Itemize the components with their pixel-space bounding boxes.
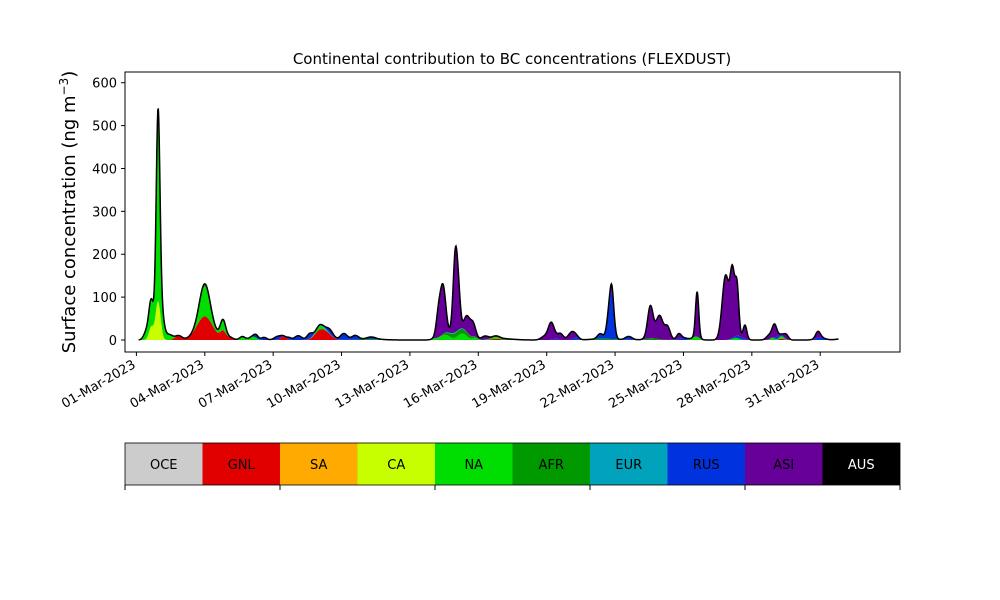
area-asi xyxy=(138,108,839,340)
legend: OCE GNL SA CA NA AFR EUR RUS ASI AUS xyxy=(124,442,901,490)
legend-label-aus: AUS xyxy=(848,458,875,473)
legend-frame xyxy=(124,442,901,486)
x-tick-label: 10-Mar-2023 xyxy=(264,357,343,411)
legend-swatch-ca xyxy=(357,443,435,485)
legend-label-asi: ASI xyxy=(773,458,794,473)
y-axis-label-main: Surface concentration (ng m xyxy=(59,95,80,353)
axes: 0 100 200 300 400 500 600 01-Mar-202304-Mar-202… xyxy=(59,71,901,412)
legend-label-eur: EUR xyxy=(615,458,642,473)
legend-swatch-gnl xyxy=(202,443,280,485)
y-tick-label: 0 xyxy=(109,334,117,349)
legend-label-sa: SA xyxy=(310,458,327,473)
chart-title: Continental contribution to BC concentra… xyxy=(293,50,731,68)
y-tick-label: 600 xyxy=(92,77,117,92)
legend-swatch-afr xyxy=(512,443,590,485)
x-tick-label: 07-Mar-2023 xyxy=(196,357,275,411)
legend-label-afr: AFR xyxy=(539,458,564,473)
x-tick-label: 31-Mar-2023 xyxy=(743,357,822,411)
y-tick-label: 200 xyxy=(92,248,117,263)
legend-swatch-oce xyxy=(125,443,203,485)
area-gnl xyxy=(138,316,839,340)
legend-swatch-sa xyxy=(280,443,358,485)
y-axis-label: Surface concentration (ng m−3) xyxy=(57,71,80,354)
legend-label-na: NA xyxy=(464,458,483,473)
legend-swatch-rus xyxy=(667,443,745,485)
legend-label-oce: OCE xyxy=(150,458,178,473)
x-tick-label: 19-Mar-2023 xyxy=(470,357,549,411)
y-tick-label: 300 xyxy=(92,205,117,220)
x-tick-label: 16-Mar-2023 xyxy=(401,357,480,411)
y-axis-label-superscript: −3 xyxy=(57,78,71,96)
y-tick-label: 400 xyxy=(92,162,117,177)
legend-label-gnl: GNL xyxy=(228,458,256,473)
legend-swatch-eur xyxy=(590,443,668,485)
legend-swatch-asi xyxy=(745,443,823,485)
legend-label-ca: CA xyxy=(387,458,405,473)
legend-swatch-aus xyxy=(822,443,900,485)
x-tick-label: 13-Mar-2023 xyxy=(333,357,412,411)
area-na xyxy=(138,111,839,340)
x-tick-label: 28-Mar-2023 xyxy=(675,357,754,411)
plot-frame xyxy=(124,71,901,353)
y-axis-label-tail: ) xyxy=(59,71,80,78)
plot-area xyxy=(138,108,839,341)
x-tick-label: 01-Mar-2023 xyxy=(59,357,138,411)
y-tick-label: 100 xyxy=(92,291,117,306)
total-line xyxy=(138,108,839,341)
x-tick-label: 25-Mar-2023 xyxy=(606,357,685,411)
y-tick-label: 500 xyxy=(92,120,117,135)
x-tick-label: 04-Mar-2023 xyxy=(128,357,207,411)
legend-swatch-na xyxy=(435,443,513,485)
legend-label-rus: RUS xyxy=(693,458,720,473)
x-tick-label: 22-Mar-2023 xyxy=(538,357,617,411)
